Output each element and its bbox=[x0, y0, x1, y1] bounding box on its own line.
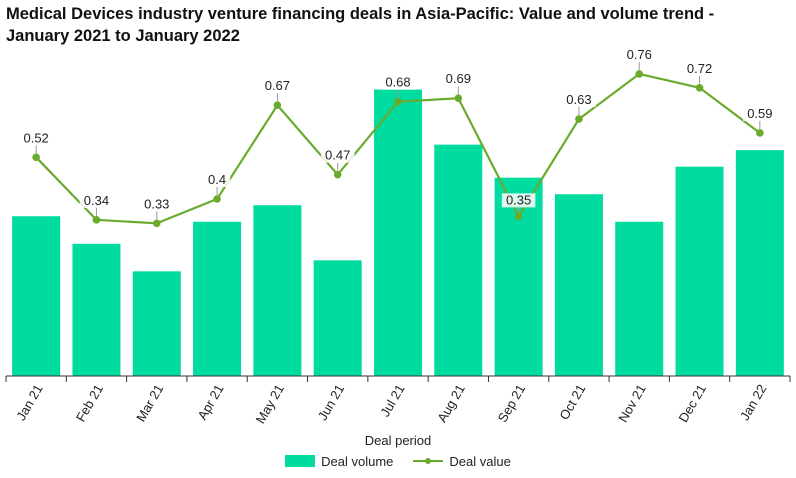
value-label-bg bbox=[139, 197, 174, 212]
x-tick-label: Dec 21 bbox=[676, 382, 710, 425]
value-label-bg bbox=[79, 193, 114, 208]
value-data-label: 0.52 bbox=[23, 130, 48, 145]
value-point bbox=[32, 153, 40, 162]
value-data-label: 0.72 bbox=[687, 61, 712, 76]
legend-swatch-volume bbox=[285, 455, 316, 467]
x-tick-label: Feb 21 bbox=[73, 382, 106, 425]
x-tick-label: Nov 21 bbox=[615, 382, 649, 425]
value-point bbox=[635, 70, 644, 78]
value-data-label: 0.34 bbox=[84, 193, 109, 208]
x-tick-label: Jan 22 bbox=[737, 382, 770, 423]
x-tick-label: Jul 21 bbox=[377, 382, 407, 420]
legend-label-volume: Deal volume bbox=[321, 453, 394, 469]
x-tick-label: Jan 21 bbox=[13, 382, 46, 423]
chart-title-line-2: January 2021 to January 2022 bbox=[6, 27, 240, 45]
value-label-bg bbox=[441, 72, 476, 87]
legend-item-volume[interactable]: Deal volume bbox=[285, 454, 393, 469]
x-tick-label: Sep 21 bbox=[495, 382, 529, 425]
volume-bar bbox=[12, 216, 61, 376]
value-data-label: 0.68 bbox=[385, 75, 410, 90]
value-data-label: 0.76 bbox=[627, 47, 652, 62]
x-axis-tick-labels: Jan 21 Feb 21 Mar 21 Apr 21 May 21 Jun 21 Jul … bbox=[13, 382, 769, 426]
x-axis-ticks bbox=[5, 376, 791, 382]
x-tick-label: Apr 21 bbox=[195, 382, 227, 423]
value-data-labels: 0.52 0.34 0.33 0.4 0.67 0.47 0.68 0.69 0.35 0.63 0… bbox=[19, 47, 777, 220]
volume-bars bbox=[12, 89, 784, 377]
value-label-bg bbox=[682, 61, 717, 76]
value-label-bg bbox=[743, 106, 777, 121]
volume-bar bbox=[132, 271, 181, 376]
volume-bar bbox=[253, 205, 302, 376]
value-line bbox=[32, 70, 764, 228]
volume-bar bbox=[675, 166, 724, 376]
value-data-label: 0.69 bbox=[446, 71, 471, 86]
x-tick-label: Aug 21 bbox=[434, 382, 468, 425]
value-point bbox=[273, 101, 282, 109]
value-label-bg bbox=[501, 193, 536, 208]
value-point bbox=[454, 94, 463, 103]
legend: Deal volume Deal value bbox=[0, 450, 796, 472]
volume-bar bbox=[615, 221, 664, 376]
value-point bbox=[213, 195, 221, 203]
value-point bbox=[756, 129, 764, 137]
value-label-bg bbox=[203, 173, 231, 187]
volume-bar bbox=[193, 221, 242, 376]
volume-bar bbox=[735, 150, 784, 376]
value-data-label: 0.35 bbox=[506, 192, 531, 207]
volume-bar bbox=[554, 194, 603, 376]
x-axis-title: Deal period bbox=[365, 433, 432, 448]
x-tick-label: Jun 21 bbox=[315, 382, 348, 423]
value-label-bg bbox=[622, 47, 657, 62]
value-data-label: 0.63 bbox=[566, 92, 591, 107]
x-tick-label: Mar 21 bbox=[133, 382, 166, 425]
value-point bbox=[514, 212, 523, 221]
value-label-bg bbox=[260, 79, 295, 94]
value-point bbox=[92, 216, 101, 224]
volume-bar bbox=[434, 144, 483, 376]
value-data-label: 0.4 bbox=[208, 172, 226, 187]
legend-label-value: Deal value bbox=[449, 453, 511, 469]
value-point bbox=[333, 170, 342, 179]
value-label-bg bbox=[320, 148, 355, 163]
value-data-label: 0.67 bbox=[265, 78, 290, 93]
value-point bbox=[394, 97, 402, 106]
volume-bar bbox=[72, 243, 121, 376]
value-data-label: 0.47 bbox=[325, 148, 350, 163]
x-tick-label: May 21 bbox=[253, 382, 287, 426]
chart-title-line-1: Medical Devices industry venture financi… bbox=[6, 5, 715, 23]
value-label-bg bbox=[381, 75, 415, 90]
value-label-bg bbox=[19, 131, 53, 146]
value-point bbox=[695, 84, 704, 92]
value-point bbox=[575, 115, 583, 123]
legend-item-value[interactable]: Deal value bbox=[413, 453, 511, 469]
volume-bar bbox=[313, 260, 362, 376]
legend-swatch-value bbox=[413, 455, 444, 467]
value-point bbox=[152, 219, 161, 228]
volume-bar bbox=[374, 89, 422, 377]
value-data-label: 0.33 bbox=[144, 196, 169, 211]
chart-title: Medical Devices industry venture financi… bbox=[6, 3, 790, 47]
x-tick-label: Oct 21 bbox=[556, 382, 588, 423]
value-data-label: 0.59 bbox=[747, 106, 772, 121]
value-label-bg bbox=[562, 93, 596, 108]
